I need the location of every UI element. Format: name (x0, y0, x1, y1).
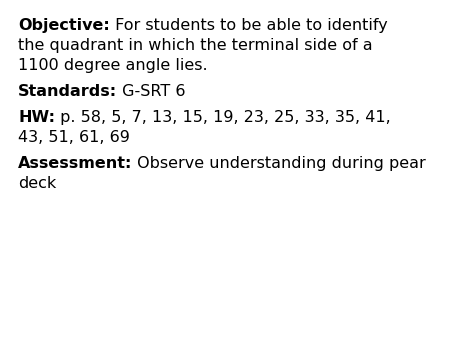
Text: 1100 degree angle lies.: 1100 degree angle lies. (18, 58, 207, 73)
Text: Objective:: Objective: (18, 18, 110, 33)
Text: deck: deck (18, 176, 56, 191)
Text: Observe understanding during pear: Observe understanding during pear (132, 156, 426, 171)
Text: the quadrant in which the terminal side of a: the quadrant in which the terminal side … (18, 38, 373, 53)
Text: p. 58, 5, 7, 13, 15, 19, 23, 25, 33, 35, 41,: p. 58, 5, 7, 13, 15, 19, 23, 25, 33, 35,… (55, 110, 391, 125)
Text: HW:: HW: (18, 110, 55, 125)
Text: Assessment:: Assessment: (18, 156, 132, 171)
Text: 43, 51, 61, 69: 43, 51, 61, 69 (18, 130, 130, 145)
Text: For students to be able to identify: For students to be able to identify (110, 18, 387, 33)
Text: G-SRT 6: G-SRT 6 (117, 84, 185, 99)
Text: Standards:: Standards: (18, 84, 117, 99)
